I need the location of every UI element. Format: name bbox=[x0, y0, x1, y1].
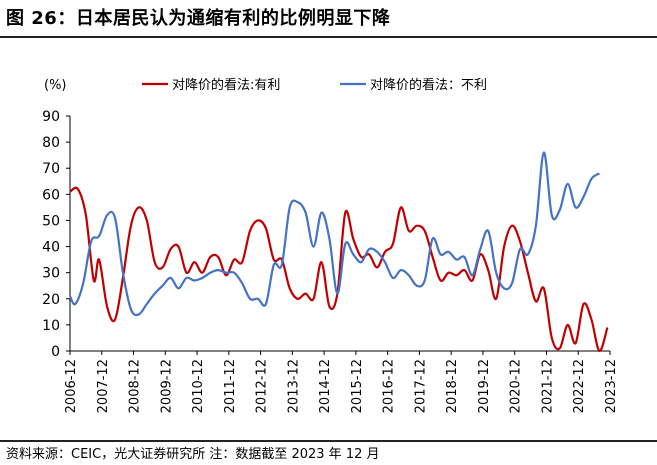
y-axis-unit: (%) bbox=[44, 78, 67, 93]
y-tick-label: 70 bbox=[42, 161, 60, 177]
x-tick-label: 2010-12 bbox=[191, 359, 206, 413]
x-tick-label: 2015-12 bbox=[350, 359, 365, 413]
x-tick-label: 2014-12 bbox=[318, 359, 333, 413]
series-line-2 bbox=[69, 151, 601, 317]
source-note: 资料来源：CEIC，光大证券研究所 注：数据截至 2023 年 12 月 bbox=[6, 447, 380, 462]
x-tick-label: 2008-12 bbox=[128, 359, 143, 413]
source-rule bbox=[0, 440, 657, 442]
y-tick-label: 20 bbox=[42, 292, 60, 308]
x-tick-label: 2007-12 bbox=[96, 359, 111, 413]
x-tick-label: 2019-12 bbox=[477, 359, 492, 413]
x-tick-label: 2011-12 bbox=[223, 359, 238, 413]
x-tick-label: 2016-12 bbox=[382, 359, 397, 413]
y-tick-label: 40 bbox=[42, 240, 60, 256]
y-tick-label: 50 bbox=[42, 213, 60, 229]
series-line-1 bbox=[69, 186, 609, 353]
figure-title: 图 26：日本居民认为通缩有利的比例明显下降 bbox=[6, 8, 391, 29]
x-tick-label: 2006-12 bbox=[64, 359, 79, 413]
x-tick-label: 2013-12 bbox=[286, 359, 301, 413]
y-tick-label: 0 bbox=[51, 344, 60, 360]
y-tick-label: 10 bbox=[42, 318, 60, 334]
x-tick-label: 2023-12 bbox=[604, 359, 619, 413]
x-tick-label: 2012-12 bbox=[255, 359, 270, 413]
x-tick-label: 2021-12 bbox=[540, 359, 555, 413]
x-tick-label: 2017-12 bbox=[413, 359, 428, 413]
line-chart: (%) 0 10 20 30 40 50 60 70 80 90 2006-12 2007-12 2008… bbox=[42, 77, 619, 413]
x-tick-label: 2009-12 bbox=[159, 359, 174, 413]
y-tick-label: 80 bbox=[42, 135, 60, 151]
y-tick-label: 30 bbox=[42, 266, 60, 282]
y-tick-label: 90 bbox=[42, 109, 60, 125]
x-tick-label: 2020-12 bbox=[509, 359, 524, 413]
x-tick-label: 2022-12 bbox=[572, 359, 587, 413]
y-tick-label: 60 bbox=[42, 187, 60, 203]
x-tick-label: 2018-12 bbox=[445, 359, 460, 413]
legend-label-1: 对降价的看法:有利 bbox=[172, 77, 280, 93]
legend-label-2: 对降价的看法：不利 bbox=[370, 77, 487, 93]
title-rule bbox=[0, 36, 657, 38]
